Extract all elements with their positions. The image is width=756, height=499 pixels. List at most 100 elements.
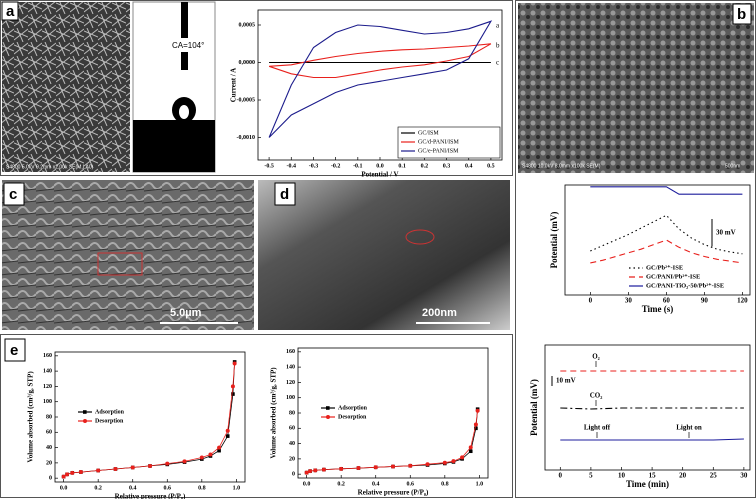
scale-label: 200nm	[422, 307, 457, 319]
plot-frame	[54, 351, 246, 483]
marker	[217, 445, 222, 450]
marker	[408, 463, 413, 468]
x-tick-label: 0.4	[129, 485, 137, 491]
legend-label: GC/Pb²⁺-ISE	[646, 264, 683, 271]
sem-image	[518, 3, 754, 173]
sem-image	[2, 180, 254, 330]
x-axis-title: Time (min)	[626, 479, 669, 489]
marker	[373, 465, 378, 470]
legend-marker	[83, 410, 87, 414]
y-tick-label: 80	[46, 414, 52, 420]
sem-caption: S4800 5.0kV 9.2mm x2.00k SE(M,LA0)	[6, 164, 94, 170]
x-tick-label: 0.8	[441, 481, 449, 487]
marker	[230, 384, 235, 389]
y-tick-label: 0,0005	[239, 22, 256, 28]
x-tick-label: -0.1	[353, 163, 363, 169]
marker	[474, 426, 478, 431]
legend-label: Desorption	[338, 414, 367, 420]
legend-label: Adsorption	[95, 409, 125, 415]
y-tick-label: 100	[286, 395, 295, 401]
marker	[356, 466, 361, 471]
plot-frame	[564, 184, 751, 296]
series-line	[590, 186, 743, 195]
x-tick-label: 1.0	[476, 481, 484, 487]
annotation: c	[496, 59, 499, 67]
x-tick-label: -0.4	[287, 163, 297, 169]
y-tick-label: 0	[292, 472, 295, 478]
x-tick-label: 0	[589, 297, 593, 305]
x-axis-title: Time (s)	[642, 304, 674, 314]
x-tick-label: 5	[589, 472, 593, 480]
x-tick-label: 0.1	[398, 163, 406, 169]
y-tick-label: 140	[286, 364, 295, 370]
x-tick-label: 0.6	[164, 485, 172, 491]
plot-frame	[544, 344, 751, 471]
x-tick-label: 25	[710, 472, 718, 480]
marker	[425, 462, 430, 467]
x-tick-label: 0.2	[337, 481, 345, 487]
annotation: O₂	[592, 353, 600, 361]
x-tick-label: 0.5	[487, 163, 495, 169]
y-tick-label: 80	[289, 410, 295, 416]
contact-angle: CA=104°	[172, 41, 204, 50]
y-tick-label: -0,0010	[237, 135, 256, 141]
marker	[473, 422, 478, 427]
marker	[460, 455, 465, 460]
y-tick-label: 100	[43, 399, 52, 405]
scale-label: 5.0µm	[170, 307, 202, 319]
panel-letter: d	[280, 186, 289, 203]
series-line	[306, 410, 478, 473]
x-tick-label: -0.2	[331, 163, 341, 169]
x-tick-label: -0.5	[264, 163, 274, 169]
marker	[231, 392, 235, 396]
marker	[182, 459, 187, 464]
legend-marker	[326, 406, 330, 410]
y-tick-label: 40	[289, 441, 295, 447]
scale-bar-label: 10 mV	[556, 377, 576, 385]
marker	[165, 461, 170, 466]
marker	[96, 468, 101, 473]
x-tick-label: 20	[679, 472, 687, 480]
marker	[61, 474, 66, 479]
sem-image	[2, 2, 130, 172]
x-tick-label: 1.0	[233, 485, 241, 491]
legend-label: Desorption	[95, 418, 124, 424]
marker	[308, 469, 313, 474]
marker	[475, 408, 480, 413]
series-line	[560, 407, 744, 410]
marker	[148, 463, 152, 468]
x-tick-label: 0.0	[376, 163, 384, 169]
y-tick-label: 0	[49, 476, 52, 482]
marker	[304, 470, 309, 475]
marker	[225, 428, 230, 433]
marker	[78, 470, 83, 475]
y-tick-label: 120	[43, 384, 52, 390]
annotation: a	[496, 22, 500, 30]
x-tick-label: 60	[663, 297, 671, 305]
x-tick-label: 0.8	[198, 485, 206, 491]
marker	[208, 452, 213, 457]
marker	[451, 459, 456, 464]
marker	[232, 361, 237, 366]
y-tick-label: 160	[43, 353, 52, 359]
marker	[442, 460, 447, 465]
y-tick-label: 20	[46, 460, 52, 466]
legend-label: GC/PANI/Pb²⁺-ISE	[646, 273, 700, 280]
plot-frame	[297, 347, 489, 479]
x-tick-label: 0.3	[443, 163, 451, 169]
panel-letter: e	[10, 342, 18, 359]
x-axis-title: Relative pressure (P/P₀)	[358, 489, 429, 497]
marker	[313, 468, 318, 473]
legend-marker	[83, 419, 87, 423]
marker	[391, 464, 395, 469]
y-axis-title: Volume absorbed (cm³/g, STP)	[27, 371, 35, 463]
x-tick-label: 0.6	[407, 481, 415, 487]
sem-caption: S4800 10.0kV 8.0mm x100k SE(M)	[522, 163, 601, 169]
annotation: Light on	[676, 424, 702, 432]
y-tick-label: 0,0000	[239, 60, 256, 66]
marker	[65, 472, 70, 477]
series-line	[63, 363, 235, 477]
marker	[130, 465, 135, 470]
annotation: Light off	[584, 424, 611, 432]
